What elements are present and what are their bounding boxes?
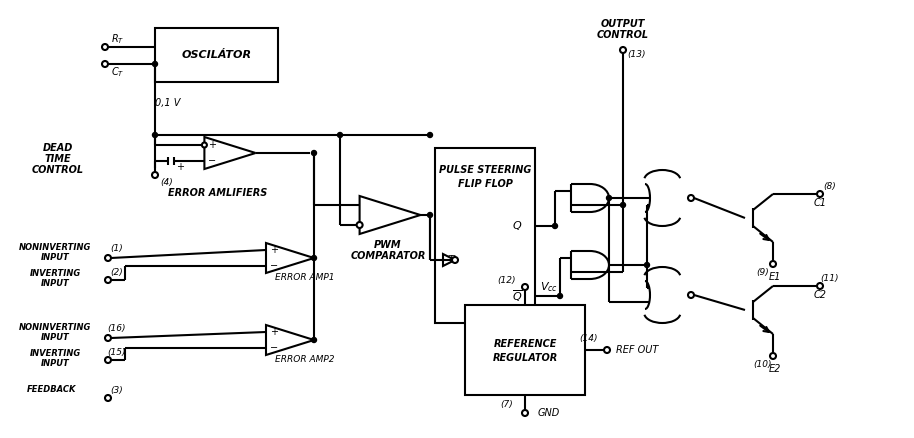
Text: (11): (11): [821, 273, 839, 283]
Text: T: T: [448, 255, 454, 265]
Circle shape: [153, 133, 157, 138]
Text: $C_T$: $C_T$: [112, 65, 124, 79]
Text: 0,1 V: 0,1 V: [155, 98, 181, 108]
Text: NONINVERTING: NONINVERTING: [19, 244, 91, 252]
Text: (15): (15): [108, 347, 126, 357]
Circle shape: [105, 357, 111, 363]
Text: FEEDBACK: FEEDBACK: [27, 385, 77, 395]
Text: +: +: [270, 327, 278, 337]
Circle shape: [105, 395, 111, 401]
Circle shape: [688, 195, 694, 201]
Text: $\overline{Q}$: $\overline{Q}$: [512, 288, 523, 304]
Circle shape: [102, 44, 108, 50]
Circle shape: [428, 212, 432, 218]
Bar: [155, 28, 278, 82]
Circle shape: [337, 133, 343, 138]
Text: OUTPUT: OUTPUT: [600, 19, 645, 29]
Text: (12): (12): [498, 276, 516, 285]
Circle shape: [428, 133, 432, 138]
Circle shape: [552, 223, 558, 229]
Circle shape: [621, 202, 625, 208]
Text: Q: Q: [513, 221, 521, 231]
Text: (1): (1): [111, 244, 123, 254]
Text: +: +: [270, 245, 278, 255]
Text: $R_T$: $R_T$: [112, 32, 124, 46]
Circle shape: [452, 257, 458, 263]
Circle shape: [102, 61, 108, 67]
Circle shape: [817, 283, 823, 289]
Text: OSCILÁTOR: OSCILÁTOR: [182, 50, 251, 60]
Circle shape: [558, 293, 562, 299]
Text: (4): (4): [161, 179, 174, 187]
Text: −: −: [270, 261, 278, 271]
Circle shape: [105, 255, 111, 261]
Circle shape: [522, 284, 528, 290]
Text: DEAD: DEAD: [43, 143, 73, 153]
Text: INPUT: INPUT: [40, 333, 69, 343]
Circle shape: [522, 410, 528, 416]
Text: (16): (16): [108, 325, 126, 333]
Text: (9): (9): [757, 268, 770, 276]
Text: COMPARATOR: COMPARATOR: [350, 251, 426, 261]
Text: INVERTING: INVERTING: [29, 349, 80, 357]
Text: TIME: TIME: [45, 154, 71, 164]
Circle shape: [620, 47, 626, 53]
Bar: [435, 148, 535, 323]
Bar: [465, 305, 585, 395]
Text: (8): (8): [824, 181, 836, 191]
Text: INPUT: INPUT: [40, 254, 69, 262]
Circle shape: [688, 292, 694, 298]
Text: (3): (3): [111, 385, 123, 395]
Text: PWM: PWM: [374, 240, 402, 250]
Circle shape: [153, 61, 157, 67]
Text: INPUT: INPUT: [40, 358, 69, 367]
Circle shape: [202, 142, 207, 148]
Text: ERROR AMP2: ERROR AMP2: [275, 356, 335, 364]
Text: GND: GND: [537, 408, 560, 418]
Circle shape: [604, 347, 610, 353]
Text: INPUT: INPUT: [40, 279, 69, 287]
Text: NONINVERTING: NONINVERTING: [19, 324, 91, 332]
Text: CONTROL: CONTROL: [32, 165, 84, 175]
Circle shape: [770, 261, 776, 267]
Circle shape: [312, 151, 316, 155]
Text: ERROR AMLIFIERS: ERROR AMLIFIERS: [168, 188, 268, 198]
Circle shape: [105, 335, 111, 341]
Text: (7): (7): [501, 400, 514, 410]
Text: (14): (14): [579, 333, 599, 343]
Circle shape: [105, 277, 111, 283]
Text: PULSE STEERING: PULSE STEERING: [439, 165, 531, 175]
Text: ERROR AMP1: ERROR AMP1: [275, 273, 335, 283]
Text: INVERTING: INVERTING: [29, 268, 80, 278]
Text: C2: C2: [813, 290, 826, 300]
Text: (2): (2): [111, 268, 123, 276]
Text: REGULATOR: REGULATOR: [493, 353, 558, 363]
Circle shape: [312, 338, 316, 343]
Circle shape: [312, 255, 316, 261]
Circle shape: [817, 191, 823, 197]
Circle shape: [770, 353, 776, 359]
Text: E1: E1: [769, 272, 781, 282]
Text: +: +: [208, 140, 217, 150]
Text: C1: C1: [813, 198, 826, 208]
Circle shape: [152, 172, 158, 178]
Text: (13): (13): [628, 50, 646, 60]
Text: $V_{cc}$: $V_{cc}$: [540, 280, 558, 294]
Text: (10): (10): [754, 360, 772, 368]
Circle shape: [644, 262, 650, 268]
Text: +: +: [176, 162, 184, 172]
Text: −: −: [270, 343, 278, 353]
Text: REF OUT: REF OUT: [616, 345, 658, 355]
Text: FLIP FLOP: FLIP FLOP: [458, 179, 513, 189]
Circle shape: [356, 222, 363, 228]
Text: CONTROL: CONTROL: [597, 30, 649, 40]
Circle shape: [607, 195, 611, 201]
Text: E2: E2: [769, 364, 781, 374]
Text: REFERENCE: REFERENCE: [494, 339, 557, 349]
Text: −: −: [208, 156, 217, 166]
